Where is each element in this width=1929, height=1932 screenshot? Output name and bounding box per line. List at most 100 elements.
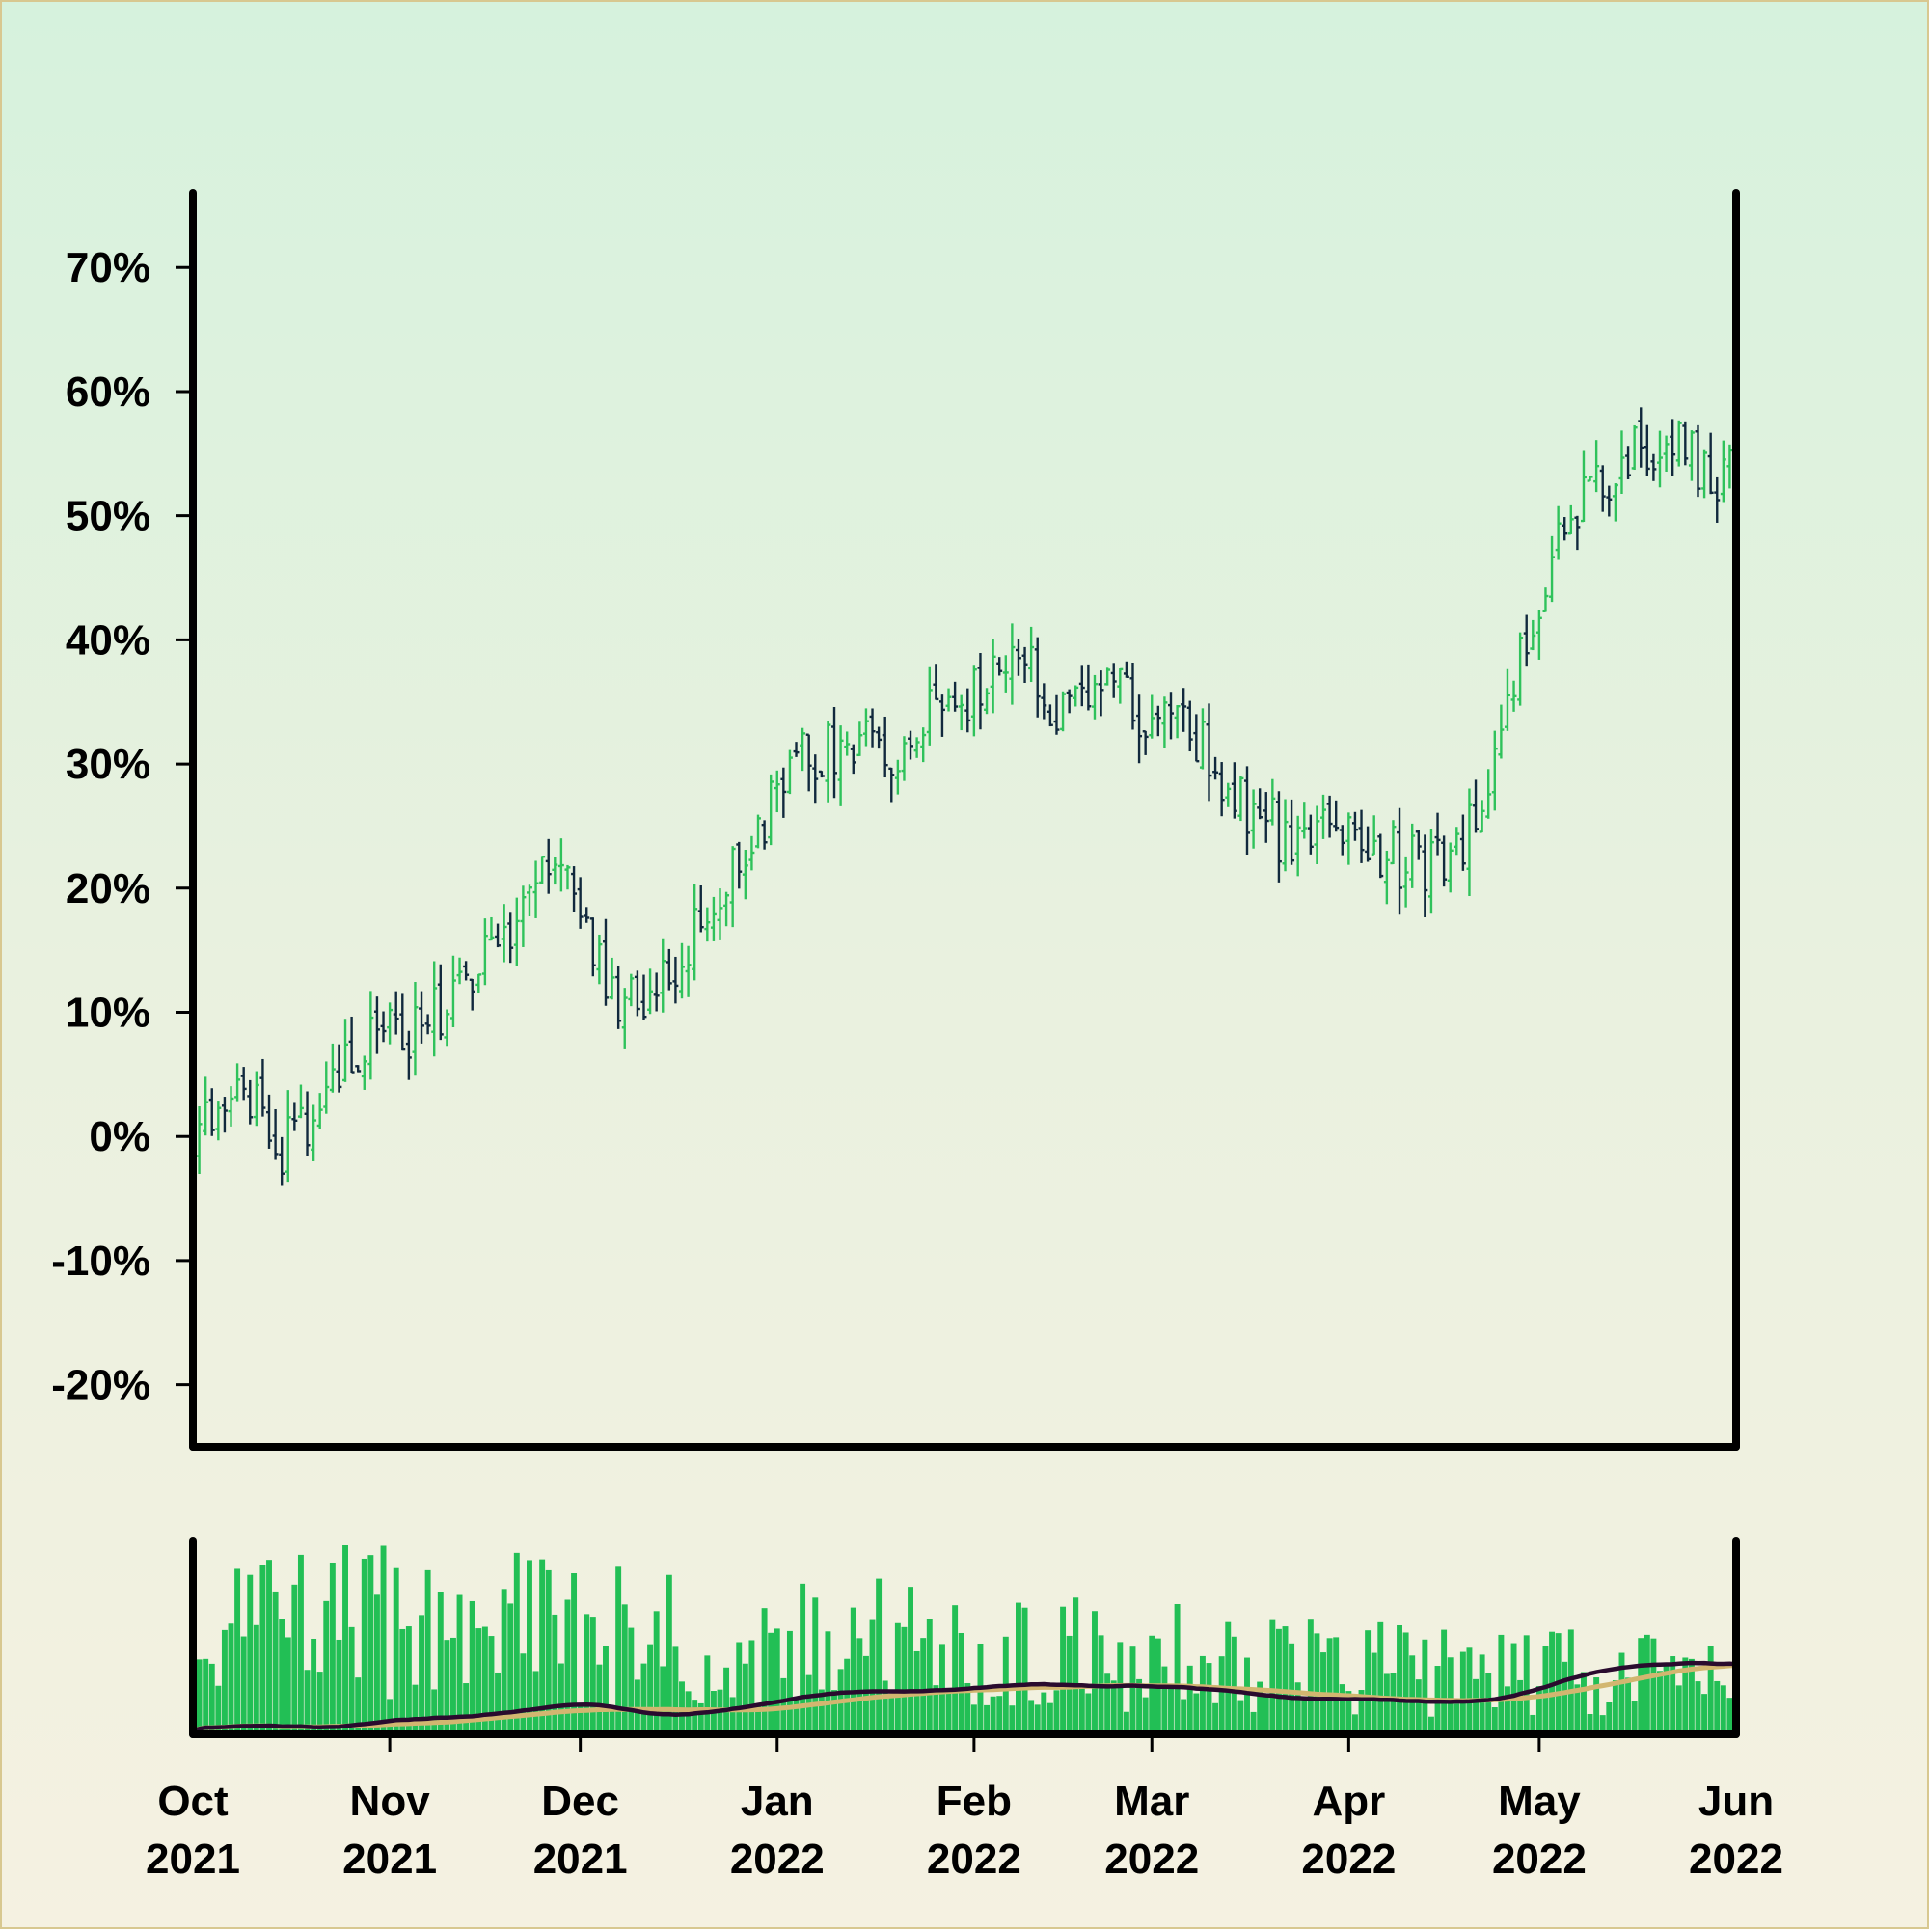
price-bar [679, 942, 685, 999]
x-tick-year: 2022 [1492, 1836, 1587, 1883]
price-bar [1714, 476, 1721, 523]
volume-bar [373, 1594, 380, 1734]
price-bar [1269, 778, 1276, 826]
volume-bar [234, 1568, 241, 1734]
volume-bar [1181, 1699, 1187, 1734]
price-bar [958, 694, 964, 731]
price-bar [279, 1136, 285, 1186]
volume-bar [342, 1545, 348, 1734]
y-tick-label: 50% [66, 493, 150, 540]
x-tick-month: Feb [937, 1778, 1012, 1825]
price-bar [481, 918, 488, 986]
volume-bar [405, 1626, 412, 1734]
volume-bar [812, 1597, 819, 1734]
volume-bar [520, 1653, 527, 1734]
price-bar [729, 846, 736, 928]
volume-bar [1225, 1621, 1232, 1734]
price-bar [329, 1043, 336, 1093]
volume-bar [1142, 1697, 1149, 1734]
price-bar [1009, 623, 1016, 705]
price-bar [685, 945, 692, 997]
volume-bar [316, 1672, 323, 1734]
volume-bar [1663, 1663, 1670, 1734]
price-bar [1237, 776, 1244, 822]
volume-bar [1046, 1702, 1053, 1734]
volume-bar [527, 1560, 532, 1734]
price-bar [1275, 791, 1282, 883]
volume-bar [908, 1587, 913, 1734]
price-bar [1599, 465, 1606, 512]
x-tick-month: Oct [157, 1778, 229, 1825]
price-bar [672, 956, 679, 1004]
volume-bar [984, 1704, 991, 1734]
price-bar [285, 1090, 291, 1183]
volume-bar [215, 1685, 222, 1734]
price-bar [513, 897, 520, 966]
price-bar [1567, 504, 1574, 535]
price-bar [666, 948, 672, 991]
y-tick-label: 60% [66, 368, 150, 416]
price-bar [304, 1091, 311, 1156]
volume-bar [958, 1632, 964, 1734]
volume-bar [755, 1703, 761, 1734]
price-bar [692, 884, 698, 981]
volume-bar [1517, 1679, 1524, 1734]
volume-bar [1345, 1691, 1352, 1734]
volume-bar [1351, 1714, 1358, 1734]
price-bar [1155, 705, 1161, 737]
volume-bar [1397, 1624, 1402, 1734]
volume-bar [1638, 1638, 1644, 1734]
volume-bar [786, 1630, 793, 1734]
volume-bar [1593, 1677, 1600, 1734]
volume-bar [1237, 1700, 1244, 1734]
price-bar [913, 737, 920, 758]
volume-bar [323, 1600, 330, 1734]
volume-bar [1078, 1683, 1085, 1734]
volume-bar [393, 1567, 399, 1734]
price-bar [539, 855, 546, 884]
volume-bar [564, 1599, 571, 1734]
price-bar [793, 742, 800, 757]
price-bar [584, 907, 590, 923]
price-bar [387, 1002, 394, 1045]
price-bar [1136, 694, 1143, 764]
price-bar [228, 1086, 234, 1127]
x-tick-month: Jun [1698, 1778, 1774, 1825]
volume-bar [945, 1693, 952, 1734]
volume-bar [933, 1685, 939, 1734]
volume-bar [831, 1690, 837, 1734]
volume-bar [1365, 1630, 1372, 1734]
volume-bar [856, 1638, 863, 1734]
x-tick-month: May [1498, 1778, 1581, 1825]
price-bar [412, 981, 419, 1076]
price-bar [297, 1084, 304, 1119]
volume-bar [653, 1611, 660, 1734]
price-bar [520, 885, 527, 947]
volume-bar [1186, 1665, 1193, 1734]
price-bar [952, 681, 959, 712]
x-tick-year: 2022 [927, 1836, 1021, 1883]
price-bar [894, 759, 901, 795]
price-bar [710, 896, 717, 941]
price-bar [495, 923, 502, 948]
volume-bar [463, 1683, 470, 1734]
volume-bar [660, 1666, 666, 1734]
price-bar [1028, 626, 1035, 683]
price-bar [755, 814, 761, 849]
price-bar [1365, 826, 1372, 862]
volume-bar [793, 1700, 800, 1734]
price-bar [640, 974, 647, 1020]
volume-bar [1473, 1678, 1480, 1734]
price-bar [557, 838, 564, 892]
volume-bar [1199, 1655, 1206, 1734]
price-bar [1720, 440, 1726, 503]
volume-bar [228, 1623, 234, 1734]
price-bar [818, 770, 825, 778]
y-tick-label: -20% [51, 1362, 150, 1409]
price-bar [1034, 637, 1041, 718]
price-bar [984, 688, 991, 715]
x-tick-month: Jan [741, 1778, 814, 1825]
volume-bar [532, 1671, 539, 1734]
volume-bar [1491, 1707, 1498, 1734]
volume-bar [589, 1617, 596, 1734]
